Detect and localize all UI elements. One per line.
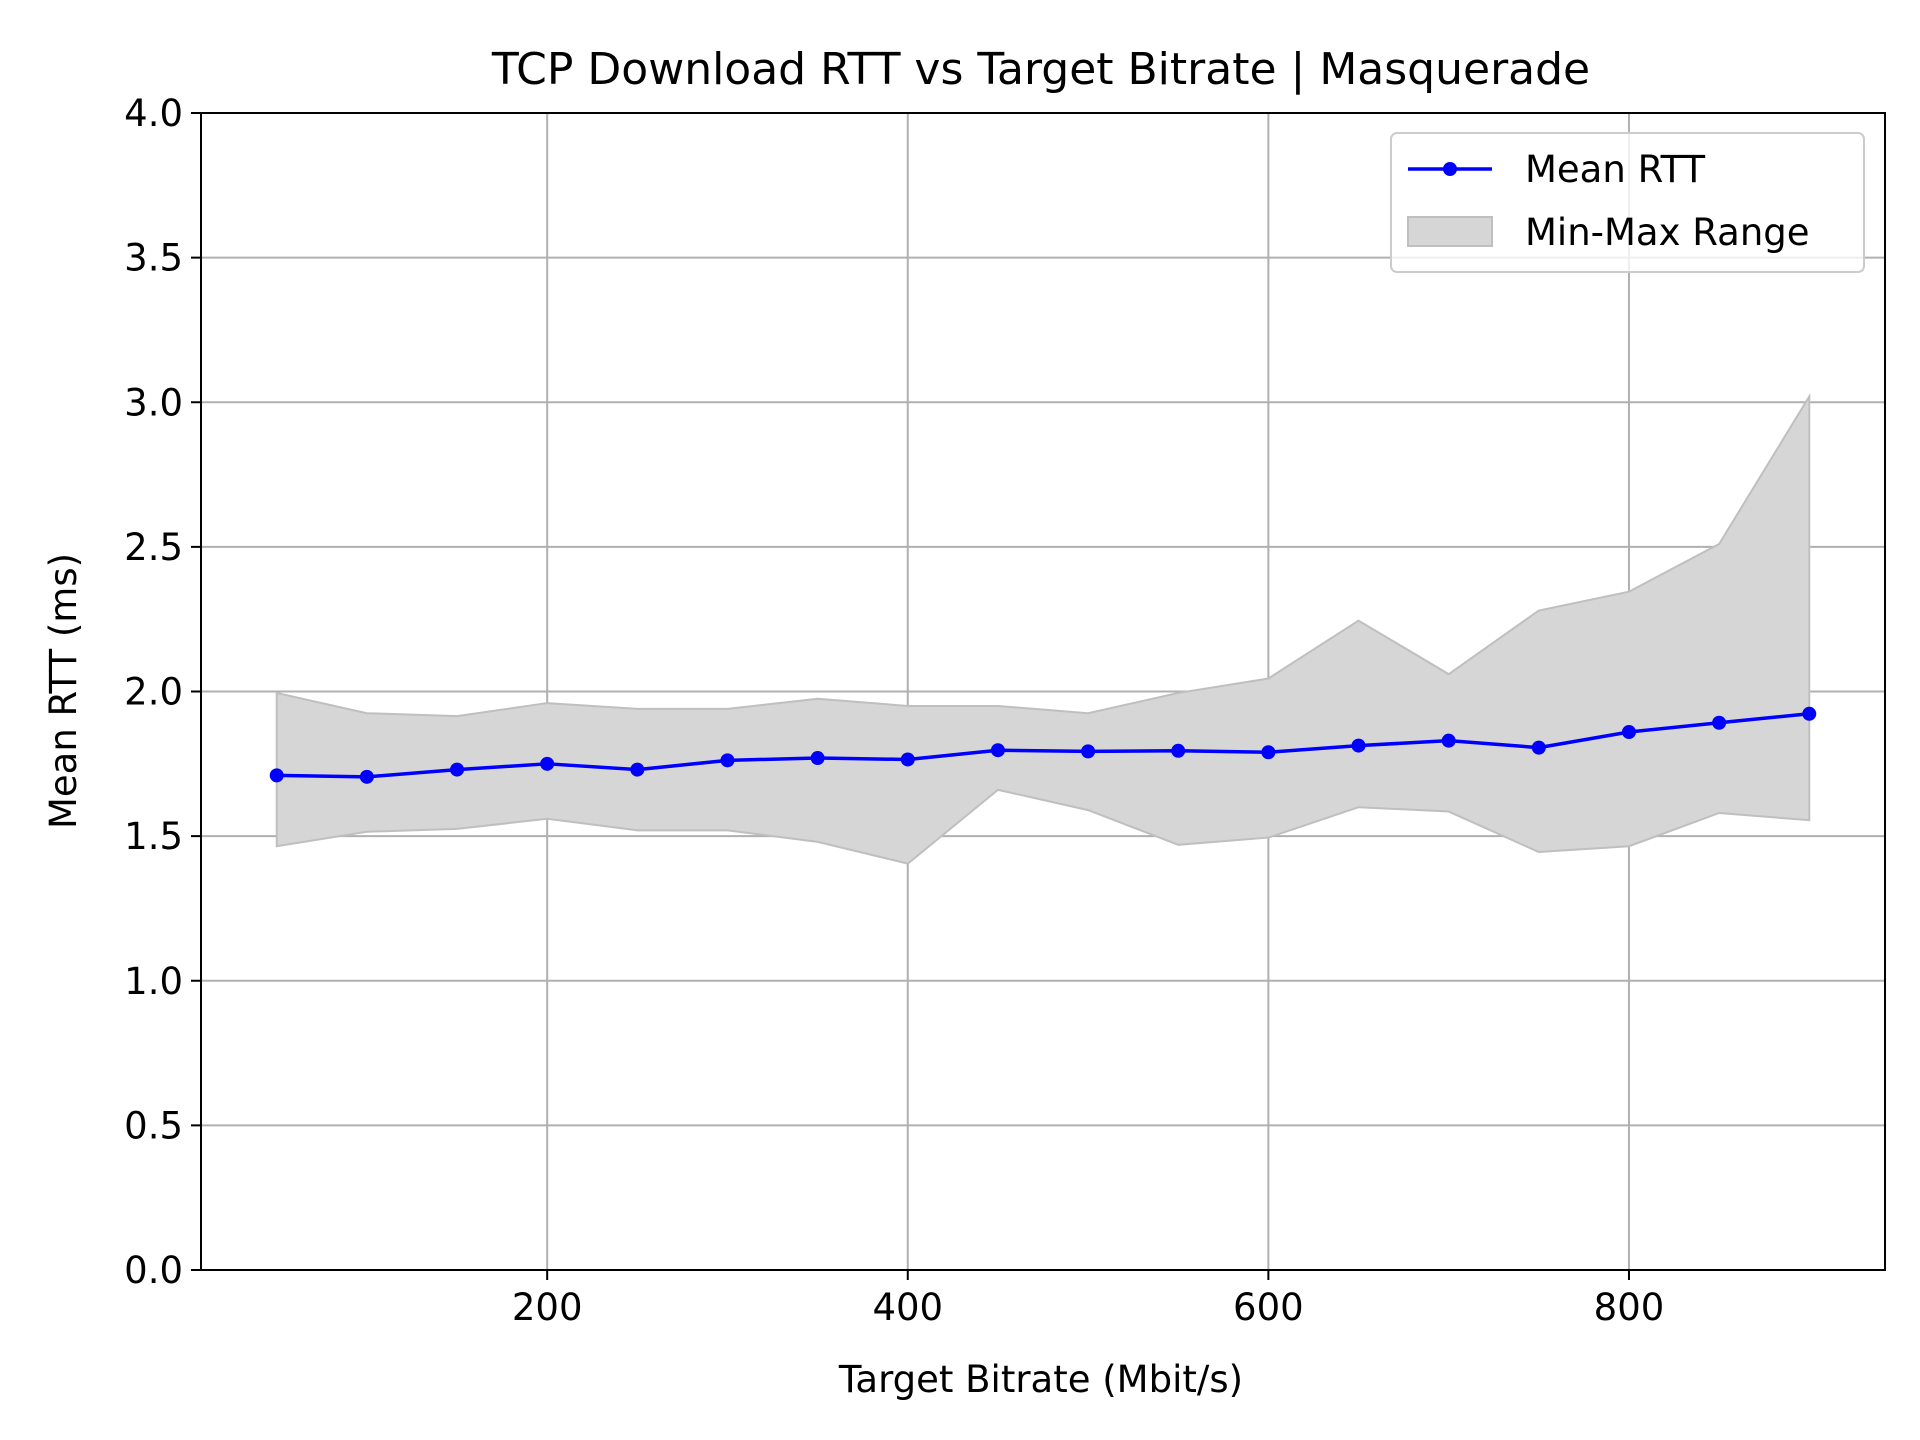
data-point-0-0 (269, 768, 284, 783)
data-point-0-16 (1712, 715, 1727, 730)
data-point-0-10 (1171, 743, 1186, 758)
y-axis-label: Mean RTT (ms) (42, 553, 85, 829)
data-point-0-4 (630, 762, 645, 777)
x-tick-label-3: 800 (1594, 1286, 1665, 1329)
y-axis-ticks: 0.0 0.5 1.0 1.5 2.0 2.5 3.0 3.5 4.0 (124, 92, 201, 1292)
data-point-0-11 (1261, 745, 1276, 760)
data-point-0-8 (990, 743, 1005, 758)
y-tick-label-7: 3.5 (124, 237, 183, 280)
y-tick-label-2: 1.0 (124, 960, 183, 1003)
y-tick-label-8: 4.0 (124, 92, 183, 135)
data-point-0-15 (1621, 724, 1636, 739)
y-tick-label-1: 0.5 (124, 1104, 183, 1147)
x-axis-ticks: 200 400 600 800 (512, 1270, 1664, 1329)
data-point-0-1 (359, 769, 374, 784)
min-max-range-area (275, 392, 1811, 865)
y-tick-label-4: 2.0 (124, 671, 183, 714)
x-tick-label-2: 600 (1233, 1286, 1304, 1329)
y-tick-label-5: 2.5 (124, 526, 183, 569)
legend-band-swatch (1407, 216, 1493, 247)
data-point-0-3 (540, 756, 555, 771)
data-point-0-17 (1802, 706, 1817, 721)
y-tick-label-3: 1.5 (124, 815, 183, 858)
data-point-0-9 (1081, 744, 1096, 759)
legend: Mean RTT Min-Max Range (1390, 132, 1865, 273)
legend-label-min-max-range: Min-Max Range (1525, 211, 1810, 254)
legend-frame (1390, 132, 1865, 273)
mean-rtt-series (269, 706, 1817, 784)
data-point-0-2 (450, 762, 465, 777)
x-axis-label: Target Bitrate (Mbit/s) (838, 1358, 1243, 1401)
min-max-range-band (275, 392, 1811, 865)
legend-marker-swatch (1443, 162, 1457, 176)
y-tick-label-0: 0.0 (124, 1249, 183, 1292)
legend-label-mean-rtt: Mean RTT (1525, 148, 1706, 191)
chart-title: TCP Download RTT vs Target Bitrate | Mas… (491, 44, 1590, 95)
x-tick-label-1: 400 (872, 1286, 943, 1329)
data-point-0-5 (720, 753, 735, 768)
y-tick-label-6: 3.0 (124, 381, 183, 424)
x-tick-label-0: 200 (512, 1286, 583, 1329)
data-point-0-6 (810, 751, 825, 766)
data-point-0-12 (1351, 738, 1366, 753)
series-line-0 (276, 712, 1810, 779)
data-point-0-7 (900, 752, 915, 767)
data-point-0-13 (1441, 733, 1456, 748)
data-point-0-14 (1531, 740, 1546, 755)
